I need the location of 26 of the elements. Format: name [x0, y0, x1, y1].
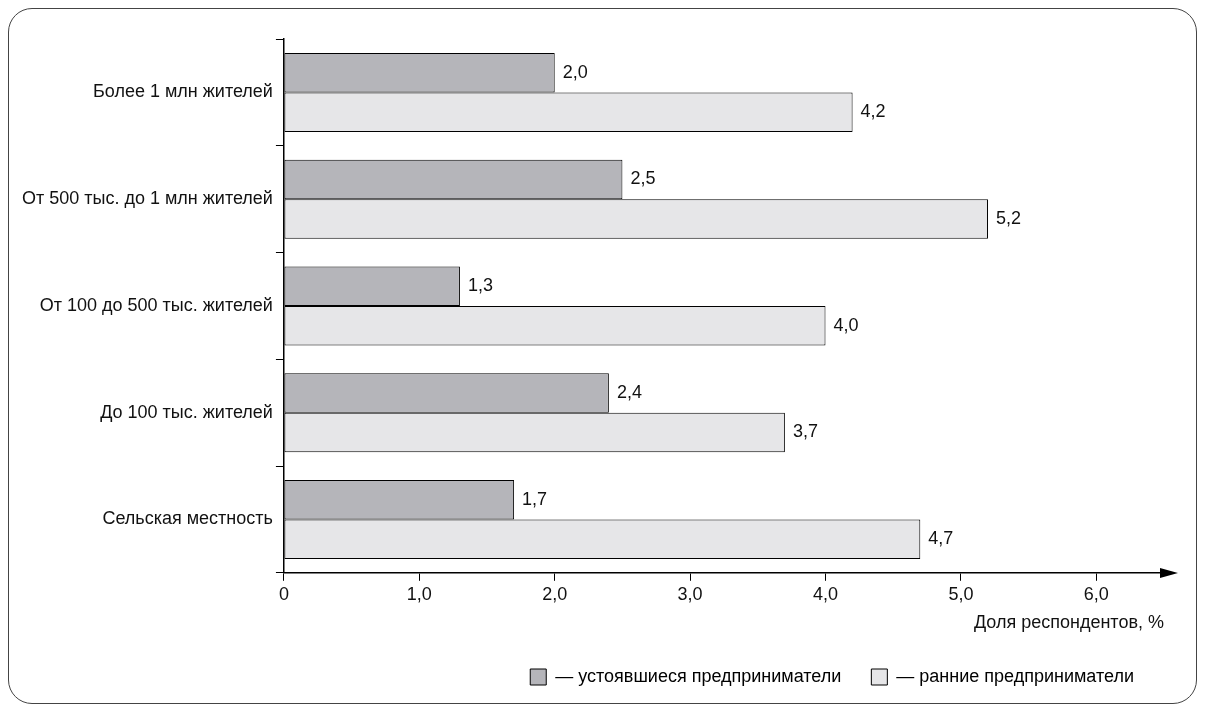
y-tick-label: Сельская местность — [102, 508, 273, 529]
data-label: 4,0 — [833, 314, 859, 335]
data-label: 5,2 — [995, 207, 1022, 228]
data-label: 3,7 — [792, 421, 818, 442]
x-tick-label: 2,0 — [542, 583, 568, 604]
x-tick-label: 6,0 — [1083, 583, 1109, 604]
legend-label: — устоявшиеся предприниматели — [555, 665, 842, 686]
legend-label: — ранние предприниматели — [896, 665, 1134, 686]
x-tick-label: 4,0 — [813, 583, 839, 604]
data-label: 1,3 — [467, 275, 493, 296]
x-tick-label: 0 — [278, 583, 289, 604]
data-label: 4,2 — [860, 101, 886, 122]
data-label: 2,5 — [630, 168, 656, 189]
y-tick-label: От 500 тыс. до 1 млн жителей — [21, 188, 273, 209]
x-tick-label: 1,0 — [406, 583, 432, 604]
y-tick-label: До 100 тыс. жителей — [100, 401, 273, 422]
data-label: 1,7 — [522, 488, 548, 509]
x-axis-title: Доля респондентов, % — [973, 612, 1164, 633]
y-tick-label: От 100 до 500 тыс. жителей — [39, 294, 273, 315]
data-label: 2,0 — [562, 61, 588, 82]
data-label: 2,4 — [616, 381, 642, 402]
rounded-frame: Доля респондентов, % — устоявшиеся предприниматели — ранние предприниматели 0 1,0 2,0 3,0 4,0 5,0 6,0 Более 1 млн жителей От 500 тыс. до 1 млн жителей От 100 до 500 тыс. жителей До 100 тыс. жителей Сельская местность 2,0 2,5 1,3 2,4 1,7 4,2 5,2 4,0 3,7 4,7 — [8, 8, 1197, 704]
x-tick-label: 5,0 — [948, 583, 974, 604]
data-label: 4,7 — [928, 528, 954, 549]
x-tick-label: 3,0 — [677, 583, 703, 604]
y-tick-label: Более 1 млн жителей — [93, 81, 273, 102]
